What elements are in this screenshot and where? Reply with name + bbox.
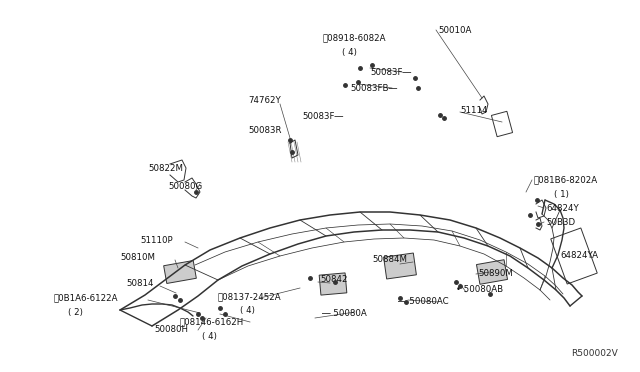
Text: Ⓑ08146-6162H: Ⓑ08146-6162H — [180, 317, 244, 327]
Text: 50083R: 50083R — [248, 125, 282, 135]
Polygon shape — [164, 260, 196, 283]
Text: 50822M: 50822M — [148, 164, 183, 173]
Text: ― 50080AC: ― 50080AC — [398, 296, 449, 305]
Text: 50083F―: 50083F― — [370, 67, 411, 77]
Text: R500002V: R500002V — [572, 349, 618, 358]
Text: Ⓑ0B1A6-6122A: Ⓑ0B1A6-6122A — [54, 294, 118, 302]
Polygon shape — [319, 273, 347, 295]
Text: ⓝ08918-6082A: ⓝ08918-6082A — [323, 33, 387, 42]
Text: 50B3D: 50B3D — [546, 218, 575, 227]
Text: ( 4): ( 4) — [342, 48, 357, 57]
Text: 64824Y: 64824Y — [546, 203, 579, 212]
Text: ― 50080A: ― 50080A — [322, 308, 367, 317]
Text: 50083FB―: 50083FB― — [350, 83, 397, 93]
Text: 50080G: 50080G — [168, 182, 202, 190]
Text: 51110P: 51110P — [140, 235, 173, 244]
Text: ( 1): ( 1) — [554, 189, 569, 199]
Text: • 50080AB: • 50080AB — [456, 285, 503, 295]
Text: 50080H: 50080H — [154, 326, 188, 334]
Text: 50884M: 50884M — [372, 256, 407, 264]
Text: 74762Y: 74762Y — [248, 96, 281, 105]
Text: 64824YA: 64824YA — [560, 251, 598, 260]
Text: ( 2): ( 2) — [68, 308, 83, 317]
Text: ( 4): ( 4) — [240, 307, 255, 315]
Polygon shape — [383, 253, 417, 279]
Text: Ⓑ081B6-8202A: Ⓑ081B6-8202A — [534, 176, 598, 185]
Text: 50083F―: 50083F― — [302, 112, 343, 121]
Text: 50810M: 50810M — [120, 253, 155, 263]
Text: 50010A: 50010A — [438, 26, 472, 35]
Text: 51114: 51114 — [460, 106, 488, 115]
Text: ( 4): ( 4) — [202, 331, 217, 340]
Text: 50842: 50842 — [320, 276, 348, 285]
Polygon shape — [476, 260, 508, 284]
Text: 50890M: 50890M — [478, 269, 513, 278]
Text: 50814: 50814 — [126, 279, 154, 289]
Text: Ⓑ08137-2452A: Ⓑ08137-2452A — [218, 292, 282, 301]
